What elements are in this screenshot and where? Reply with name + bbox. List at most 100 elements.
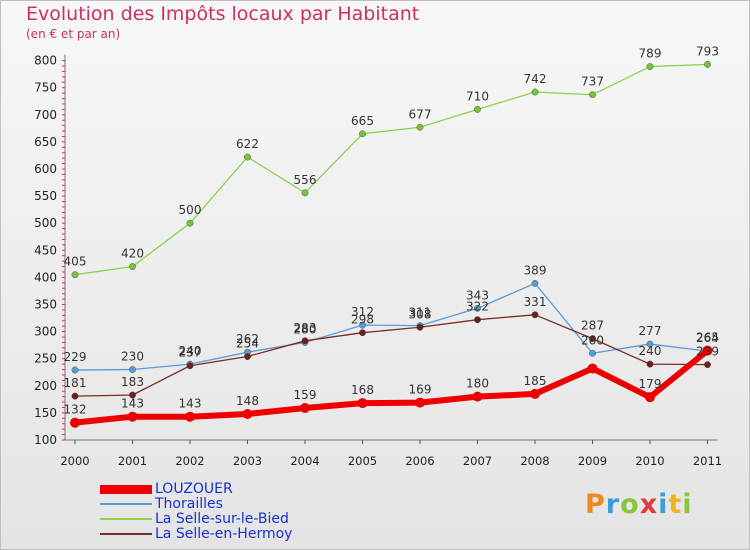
- data-point: [531, 311, 539, 319]
- data-point: [70, 417, 80, 428]
- data-label: 742: [524, 72, 547, 86]
- data-label: 420: [121, 247, 144, 261]
- data-point: [71, 366, 79, 374]
- data-point: [531, 279, 539, 287]
- data-label: 148: [236, 394, 259, 408]
- data-point: [474, 316, 481, 324]
- legend-label: LOUZOUER: [155, 481, 233, 497]
- x-tick-label: 2003: [233, 454, 262, 468]
- data-label: 254: [236, 337, 259, 351]
- y-tick-label: 450: [34, 243, 57, 257]
- x-tick-label: 2009: [578, 454, 607, 468]
- x-tick-label: 2000: [60, 454, 89, 468]
- legend-swatch: [100, 503, 152, 505]
- data-label: 240: [179, 344, 202, 358]
- y-tick-label: 800: [34, 54, 57, 68]
- data-point: [359, 321, 366, 329]
- data-point: [359, 130, 366, 138]
- x-tick-label: 2011: [693, 454, 722, 468]
- data-point: [589, 335, 596, 343]
- series-line: [74, 282, 709, 371]
- data-label: 737: [581, 75, 604, 89]
- data-point: [186, 219, 194, 227]
- data-point: [129, 263, 136, 270]
- data-point: [185, 411, 195, 422]
- legend-label: Thorailles: [155, 496, 223, 512]
- data-point: [645, 392, 655, 403]
- data-label: 287: [581, 319, 604, 333]
- data-point: [474, 105, 481, 113]
- data-point: [357, 398, 368, 409]
- chart-subtitle: (en € et par an): [26, 27, 121, 41]
- legend-swatch: [100, 533, 152, 535]
- x-tick-label: 2008: [520, 454, 549, 468]
- data-label: 308: [409, 307, 432, 321]
- data-label: 185: [524, 374, 547, 388]
- data-label: 710: [466, 89, 489, 103]
- data-label: 237: [179, 346, 202, 360]
- data-point: [474, 304, 481, 312]
- series-line: [74, 314, 709, 397]
- y-tick-label: 750: [34, 81, 57, 95]
- legend-swatch: [100, 518, 152, 520]
- y-tick-label: 700: [34, 108, 57, 122]
- data-label: 229: [64, 350, 87, 364]
- x-tick-label: 2002: [175, 454, 204, 468]
- data-label: 389: [524, 263, 547, 277]
- data-point: [415, 397, 425, 408]
- data-label: 677: [409, 107, 432, 121]
- data-label: 280: [294, 322, 317, 336]
- data-label: 230: [121, 350, 144, 364]
- data-label: 556: [294, 173, 317, 187]
- data-label: 143: [121, 397, 144, 411]
- data-point: [587, 363, 598, 374]
- proxiti-logo: Proxiti: [585, 489, 693, 520]
- data-label: 312: [351, 305, 374, 319]
- data-point: [530, 388, 540, 399]
- data-label: 311: [409, 306, 432, 320]
- series-line: [72, 347, 711, 426]
- data-label: 181: [64, 376, 87, 390]
- data-label: 264: [696, 331, 719, 345]
- series-line: [74, 63, 709, 276]
- data-label: 265: [696, 331, 719, 345]
- data-label: 262: [236, 332, 259, 346]
- data-label: 169: [409, 383, 432, 397]
- legend-swatch: [100, 485, 152, 494]
- x-tick-label: 2007: [463, 454, 492, 468]
- x-tick-label: 2004: [290, 454, 319, 468]
- y-tick-label: 150: [34, 406, 57, 420]
- y-tick-label: 600: [34, 162, 57, 176]
- data-point: [416, 123, 424, 131]
- y-tick-label: 650: [34, 135, 57, 149]
- y-tick-label: 550: [34, 189, 57, 203]
- y-tick-label: 400: [34, 270, 57, 284]
- data-label: 168: [351, 383, 374, 397]
- data-label: 622: [236, 137, 259, 151]
- data-point: [129, 366, 136, 373]
- data-label: 143: [179, 397, 202, 411]
- y-tick-label: 300: [34, 325, 57, 339]
- data-label: 180: [466, 377, 489, 391]
- data-label: 260: [581, 333, 604, 347]
- data-label: 789: [639, 47, 662, 61]
- x-tick-label: 2010: [635, 454, 664, 468]
- data-label: 405: [64, 255, 87, 269]
- data-label: 500: [179, 203, 202, 217]
- data-point: [589, 349, 596, 357]
- data-point: [127, 411, 138, 422]
- data-point: [71, 271, 79, 279]
- data-point: [704, 361, 711, 369]
- data-point: [242, 408, 253, 419]
- data-point: [244, 353, 251, 360]
- data-point: [702, 345, 713, 356]
- data-point: [129, 391, 136, 399]
- data-point: [301, 337, 309, 345]
- data-point: [646, 340, 654, 348]
- data-point: [359, 329, 366, 337]
- data-label: 132: [64, 403, 87, 417]
- data-label: 179: [639, 377, 662, 391]
- legend-label: La Selle-en-Hermoy: [155, 526, 293, 542]
- data-label: 183: [121, 375, 144, 389]
